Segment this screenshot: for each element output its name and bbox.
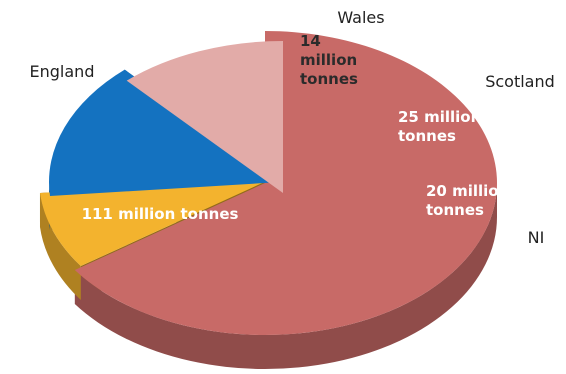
pie-tops [39,31,497,336]
value-label-line: million [300,51,357,69]
value-label-line: tonnes [426,201,484,219]
slice-ni [126,41,284,193]
value-label-line: 111 million tonnes [82,205,239,223]
category-label-england: England [30,62,95,81]
value-label-scotland: 25 million tonnes [398,108,481,145]
slice-scotland [49,69,281,197]
slice-side-wales [39,193,81,301]
value-label-line: 14 [300,32,321,50]
value-label-line: 20 million [426,182,509,200]
slice-wales [39,179,271,267]
slice-side-england [74,183,498,370]
category-label-scotland: Scotland [485,72,555,91]
value-label-wales: 14 million tonnes [300,32,358,88]
category-label-wales: Wales [337,8,384,27]
value-label-line: tonnes [398,127,456,145]
slice-england [74,31,497,336]
value-label-line: tonnes [300,70,358,88]
value-label-ni: 20 million tonnes [426,182,509,219]
value-label-line: 25 million [398,108,481,126]
category-label-ni: NI [528,228,545,247]
value-label-england: 111 million tonnes [82,205,239,223]
